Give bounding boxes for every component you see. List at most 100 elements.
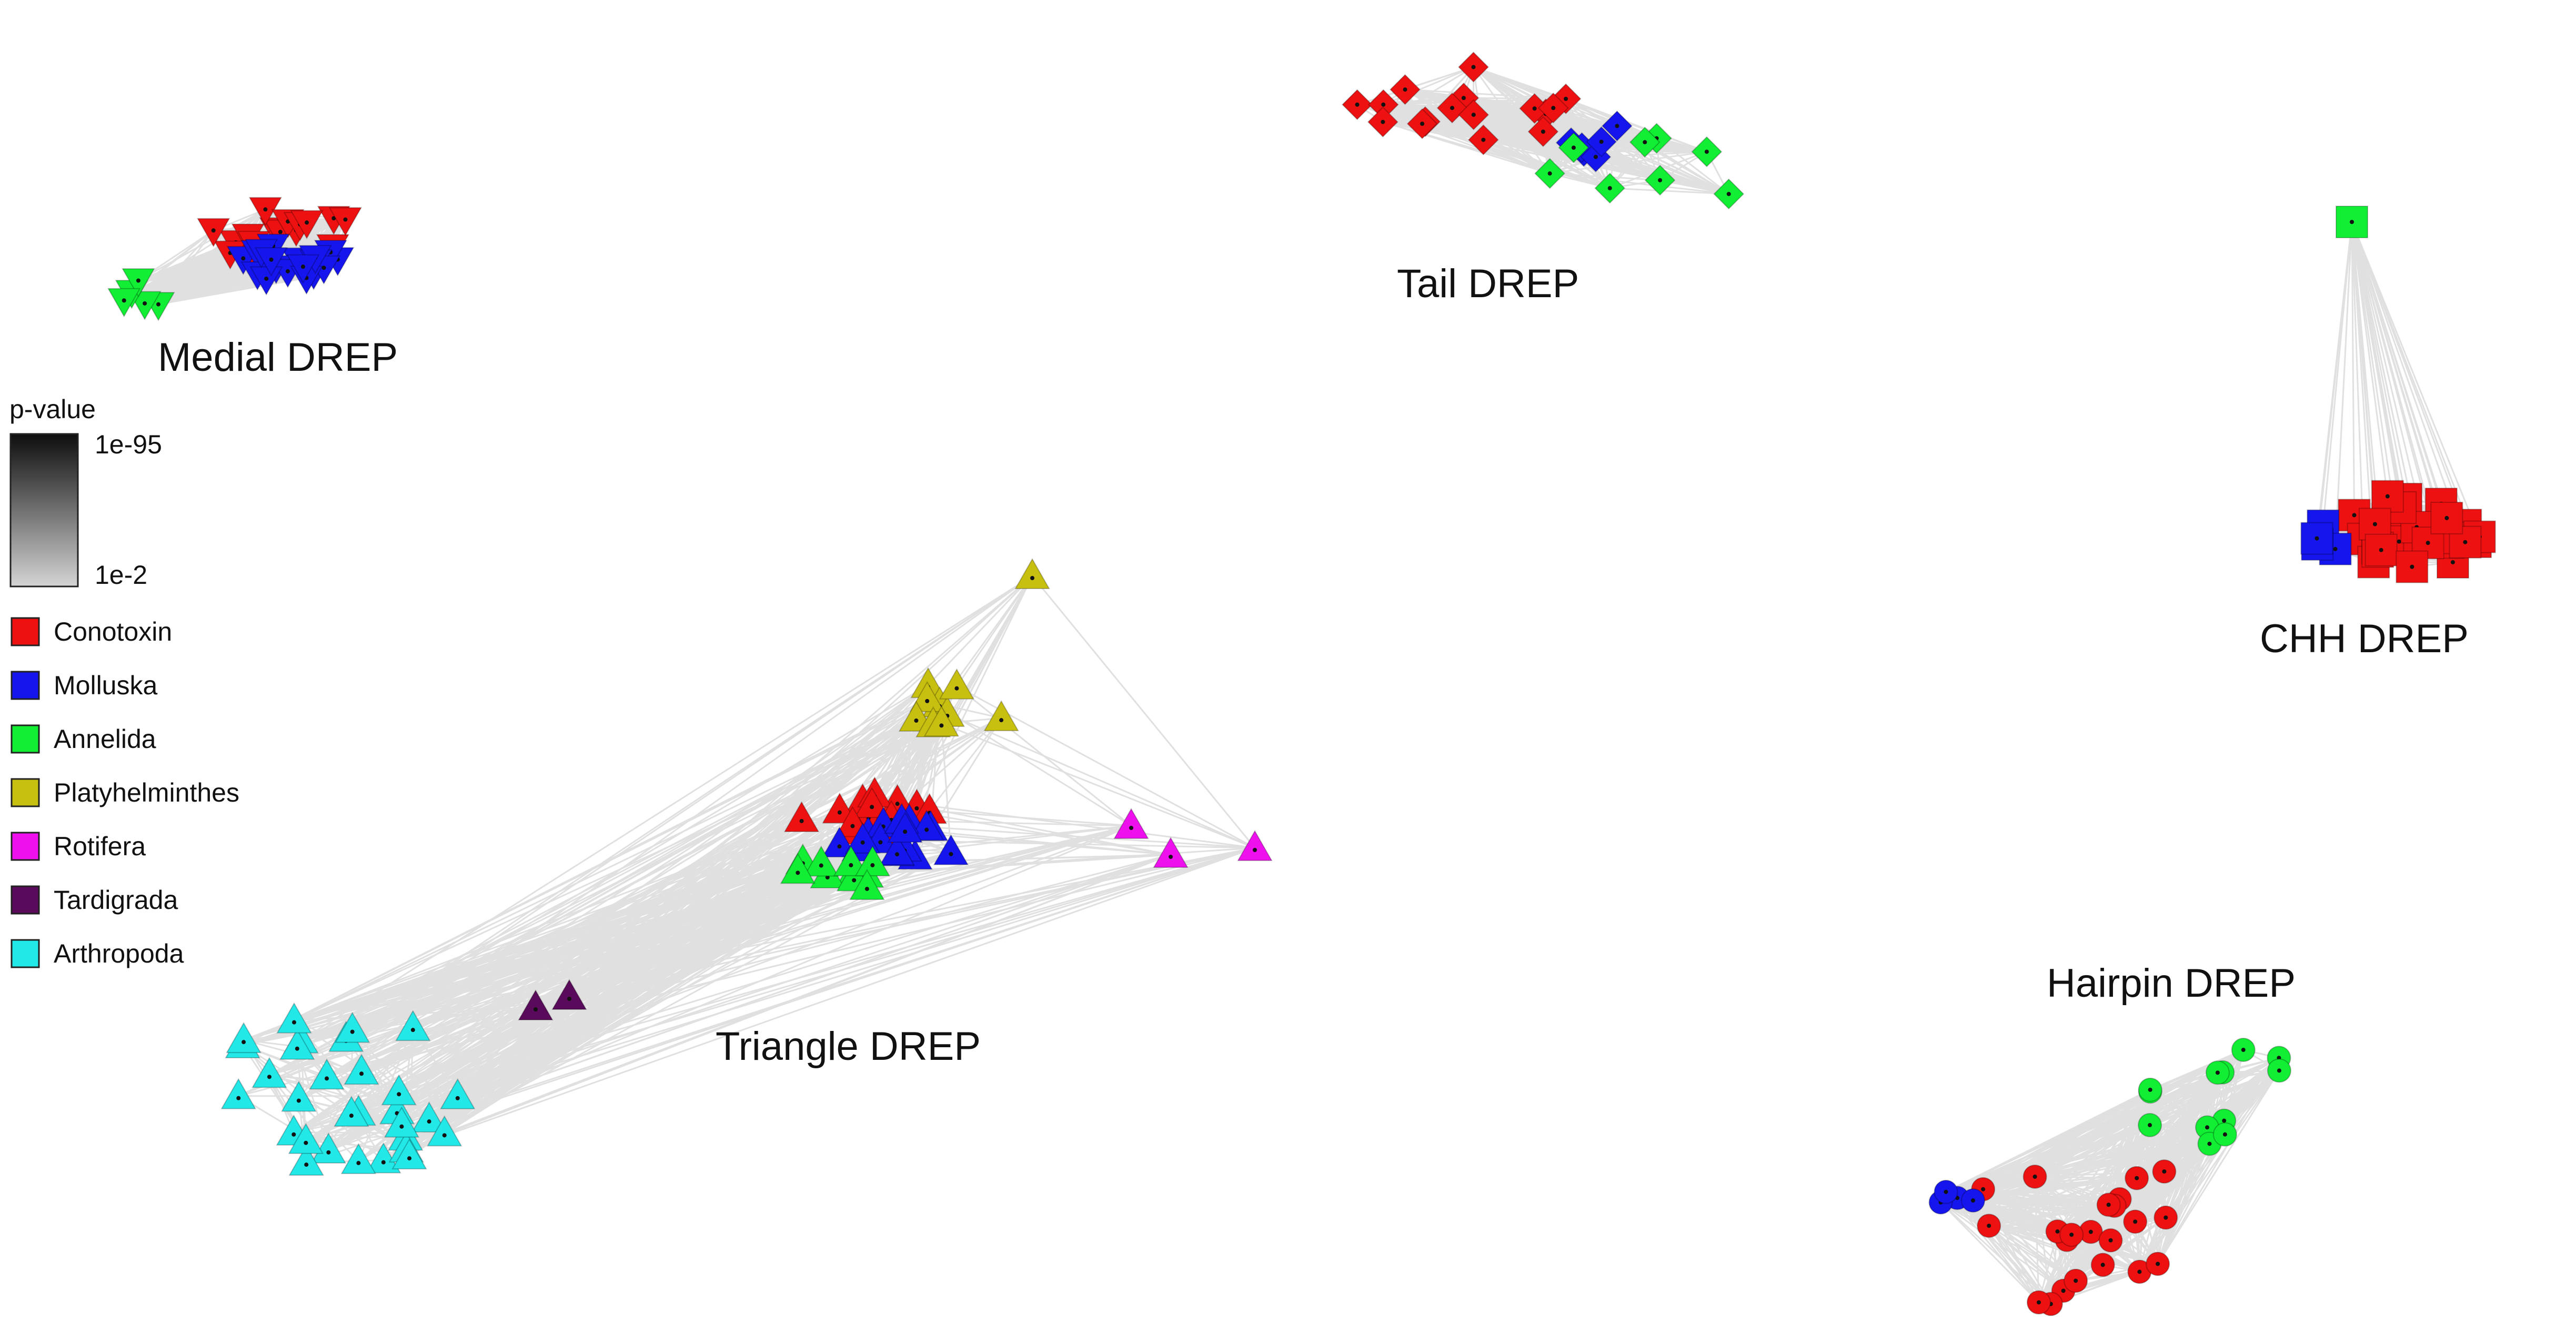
network-node-arthropoda <box>309 1058 345 1090</box>
network-edge <box>346 847 1255 1040</box>
network-node-tardigrada <box>551 978 587 1010</box>
network-edge <box>2110 1171 2165 1241</box>
node-center-dot <box>136 278 140 283</box>
node-center-dot <box>1481 137 1486 142</box>
network-edge <box>294 801 898 1021</box>
network-node-tardigrada <box>518 989 554 1020</box>
node-center-dot <box>156 302 161 307</box>
node-center-dot <box>296 1098 301 1103</box>
node-center-dot <box>2205 1125 2210 1130</box>
node-center-dot <box>331 216 336 220</box>
network-node-molluska <box>844 822 881 854</box>
network-edge <box>904 825 1132 849</box>
network-node-arthropoda <box>395 1010 431 1041</box>
node-center-dot <box>2036 1300 2041 1305</box>
network-edge <box>326 862 873 1077</box>
legend-swatch-platyhelminthes <box>11 778 40 807</box>
network-edge <box>2102 1217 2167 1266</box>
node-center-dot <box>269 257 274 262</box>
network-edge <box>1609 187 1729 195</box>
node-center-dot <box>2397 539 2401 544</box>
node-center-dot <box>850 824 855 828</box>
node-center-dot <box>242 1040 246 1045</box>
node-center-dot <box>304 1162 309 1167</box>
node-center-dot <box>325 1076 329 1081</box>
network-node-arthropoda <box>381 1074 417 1106</box>
node-center-dot <box>1981 1187 1986 1191</box>
network-edge <box>429 825 1132 1120</box>
network-edge <box>294 1131 445 1134</box>
pvalue-scale-top: 1e-95 <box>95 430 162 459</box>
cluster-label-chh: CHH DREP <box>2260 616 2469 661</box>
node-center-dot <box>2315 536 2319 541</box>
network-edge <box>358 1027 414 1114</box>
legend-swatch-annelida <box>11 724 40 754</box>
network-edge <box>297 886 868 1048</box>
node-center-dot <box>1658 178 1663 183</box>
network-node-arthropoda <box>384 1106 420 1138</box>
network-edge <box>2035 1176 2109 1206</box>
node-center-dot <box>407 1156 412 1161</box>
network-edge <box>1945 1049 2244 1193</box>
network-edge <box>306 1140 407 1150</box>
network-edge <box>242 847 1255 1046</box>
network-node-arthropoda <box>440 1078 476 1109</box>
network-node-arthropoda <box>334 1011 370 1043</box>
node-center-dot <box>925 699 930 703</box>
network-edge <box>941 723 1255 849</box>
legend-label-tardigrada: Tardigrada <box>54 885 178 915</box>
network-edge <box>1940 1201 2051 1305</box>
network-node-platyhelminthes <box>923 705 960 737</box>
network-edge <box>569 847 1255 998</box>
node-center-dot <box>285 269 290 274</box>
nodes-layer <box>107 52 2496 1317</box>
node-center-dot <box>1450 106 1454 110</box>
node-center-dot <box>305 220 309 225</box>
node-center-dot <box>1253 848 1257 852</box>
pvalue-gradient-bar <box>9 433 79 588</box>
node-center-dot <box>442 1133 447 1138</box>
network-edge <box>294 823 884 1021</box>
node-center-dot <box>1944 1189 1948 1194</box>
network-edge <box>412 825 1132 1029</box>
network-edge <box>917 805 1171 856</box>
network-node-arthropoda <box>220 1078 256 1109</box>
node-center-dot <box>949 852 953 856</box>
node-center-dot <box>2108 1238 2113 1243</box>
network-edge <box>929 809 1132 827</box>
node-center-dot <box>799 818 804 823</box>
node-center-dot <box>914 718 919 723</box>
node-center-dot <box>2074 1278 2078 1283</box>
node-center-dot <box>1971 1198 1976 1203</box>
network-edge <box>2034 1072 2218 1178</box>
node-center-dot <box>1547 171 1552 176</box>
network-node-arthropoda <box>279 1028 315 1060</box>
network-edge <box>243 1006 536 1041</box>
network-node-molluska <box>933 834 969 865</box>
node-center-dot <box>399 1124 404 1129</box>
node-center-dot <box>2061 1288 2066 1293</box>
node-center-dot <box>455 1096 460 1100</box>
legend-swatch-rotifera <box>11 832 40 861</box>
network-node-conotoxin <box>2396 550 2429 583</box>
node-center-dot <box>1599 139 1604 144</box>
network-edge <box>2157 1049 2245 1264</box>
network-node-platyhelminthes <box>939 668 975 700</box>
network-edge <box>306 847 1255 1163</box>
network-edge <box>1383 66 1474 106</box>
network-edge <box>300 825 1132 1041</box>
network-edge <box>940 723 952 852</box>
legend-label-rotifera: Rotifera <box>54 832 146 861</box>
node-center-dot <box>410 1028 415 1033</box>
node-center-dot <box>2133 1219 2138 1224</box>
network-edge <box>2351 221 2355 515</box>
node-center-dot <box>819 863 823 868</box>
network-node-conotoxin <box>783 801 820 832</box>
network-edge <box>1549 150 1707 175</box>
node-center-dot <box>326 1150 331 1155</box>
network-edge <box>2157 1134 2226 1264</box>
node-center-dot <box>534 1007 538 1011</box>
node-center-dot <box>236 1096 241 1100</box>
network-edge <box>351 1029 430 1120</box>
